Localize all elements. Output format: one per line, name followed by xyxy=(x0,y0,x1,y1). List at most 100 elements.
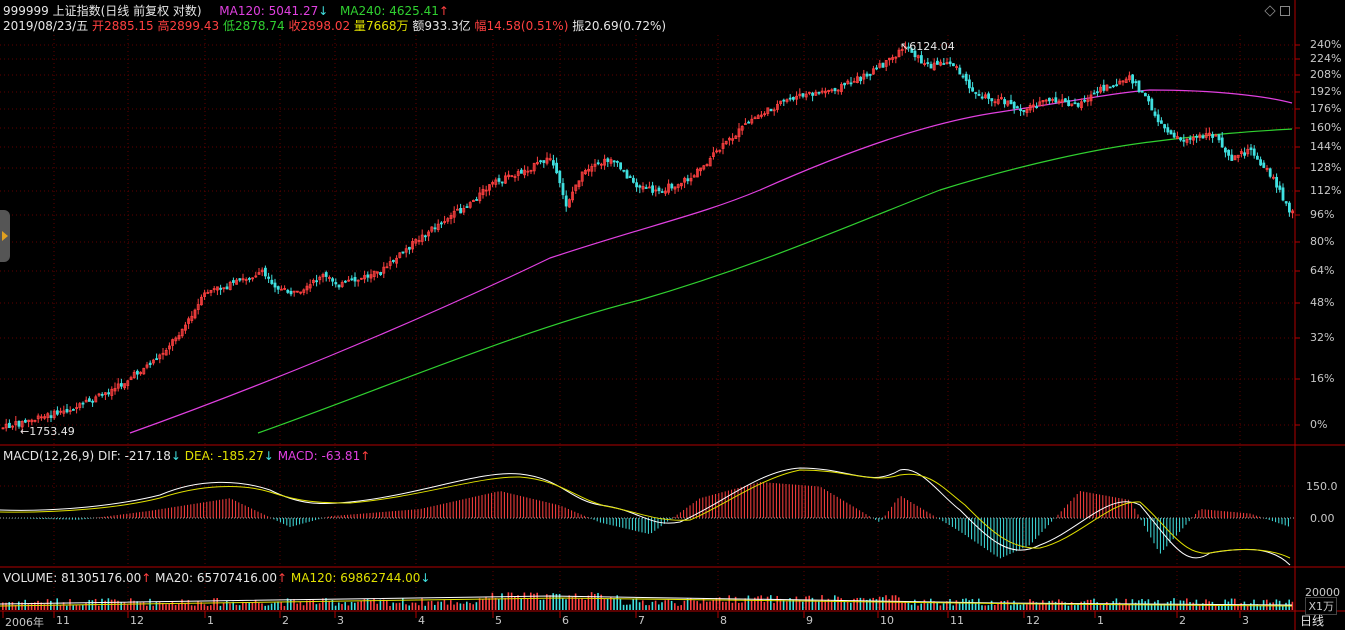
candle xyxy=(593,159,597,172)
volume-bar xyxy=(14,605,17,610)
volume-bar xyxy=(411,602,414,610)
moving-average-lines xyxy=(129,89,1293,434)
candle xyxy=(916,54,920,63)
volume-bar xyxy=(334,605,337,610)
volume-bar xyxy=(782,599,785,610)
candle xyxy=(1089,90,1093,106)
restore-window-icon[interactable] xyxy=(1280,6,1290,16)
volume-bar xyxy=(526,598,529,610)
candle xyxy=(391,259,395,264)
volume-bar xyxy=(808,595,810,610)
volume-bar xyxy=(1134,602,1137,610)
volume-bar xyxy=(1029,599,1031,610)
volume-bar xyxy=(398,602,401,610)
volume-bar xyxy=(1058,599,1060,610)
candle xyxy=(1105,84,1109,92)
volume-bar xyxy=(251,602,254,610)
candle xyxy=(1182,134,1186,147)
vol-ma20-line xyxy=(0,595,1293,606)
candle xyxy=(708,156,712,167)
volume-bar xyxy=(315,604,318,610)
candle xyxy=(1208,127,1211,141)
volume-bar xyxy=(434,604,436,610)
candle xyxy=(676,183,680,192)
ma240-value: MA240: 4625.41 xyxy=(339,4,439,18)
volume-bar xyxy=(904,601,906,610)
volume-bar xyxy=(750,600,753,610)
candle xyxy=(1032,99,1035,113)
candle xyxy=(251,277,255,282)
price-tick-label: 48% xyxy=(1310,296,1335,309)
candle xyxy=(696,167,699,178)
high-label: 高 xyxy=(157,19,170,33)
candle xyxy=(120,378,123,390)
candle xyxy=(577,180,581,190)
candle xyxy=(78,401,82,411)
candle xyxy=(644,184,648,189)
macd-value: MACD: -63.81 xyxy=(277,449,361,463)
volume-bar xyxy=(1019,604,1022,610)
candle xyxy=(737,123,741,142)
candle xyxy=(1160,117,1163,124)
candle xyxy=(520,168,523,174)
candle xyxy=(1128,71,1131,83)
candle xyxy=(350,275,354,282)
volume-bar xyxy=(165,604,167,610)
volume-bar xyxy=(798,599,801,610)
volume-indicator-value: VOLUME: 81305176.00 xyxy=(3,571,142,585)
volume-bar xyxy=(1112,601,1114,610)
candle xyxy=(267,272,271,284)
expand-sidebar-handle[interactable] xyxy=(0,210,10,262)
volume-bar xyxy=(648,605,650,610)
candle xyxy=(1198,132,1202,142)
volume-bar xyxy=(478,598,481,610)
candle xyxy=(494,177,498,188)
volume-bar xyxy=(133,600,135,610)
price-tick-label: 112% xyxy=(1310,184,1342,197)
volume-bar xyxy=(98,605,100,610)
price-tick-label: 160% xyxy=(1310,121,1342,134)
volume-bar xyxy=(1038,603,1041,610)
candle xyxy=(1140,90,1144,93)
volume-bar xyxy=(203,604,206,610)
volume-bar xyxy=(43,604,46,610)
candle xyxy=(107,388,110,397)
volume-bar xyxy=(859,597,862,610)
candle xyxy=(7,419,11,429)
volume-bar xyxy=(1102,604,1105,610)
candle xyxy=(187,316,191,329)
macd-header: MACD(12,26,9) DIF: -217.18↓ DEA: -185.27… xyxy=(3,449,370,463)
low-value: 2878.74 xyxy=(235,19,285,33)
time-axis-label: 1 xyxy=(1097,614,1104,627)
candle xyxy=(417,235,421,245)
volume-bar xyxy=(1259,605,1262,610)
volume-bar xyxy=(818,600,820,610)
candle xyxy=(632,175,635,184)
price-tick-label: 32% xyxy=(1310,331,1335,344)
volume-bar xyxy=(472,604,474,610)
volume-bar xyxy=(1074,605,1076,610)
candle xyxy=(539,159,542,165)
candle xyxy=(321,272,325,283)
volume-bar xyxy=(757,596,759,610)
volume-bar xyxy=(30,602,33,610)
dea-arrow-icon: ↓ xyxy=(263,449,274,463)
candle xyxy=(667,179,670,195)
volume-bar xyxy=(216,598,218,610)
price-tick-label: 0% xyxy=(1310,418,1328,431)
volume-bar xyxy=(213,598,215,610)
candle xyxy=(923,59,926,67)
volume-bar xyxy=(584,599,586,610)
volume-bar xyxy=(1256,604,1258,610)
volume-bar xyxy=(194,605,196,610)
volume-bar xyxy=(984,605,986,610)
volume-bar xyxy=(1003,601,1006,610)
volume-bar xyxy=(1192,602,1194,610)
candle xyxy=(190,311,194,324)
candle xyxy=(423,234,427,242)
volume-bar xyxy=(958,602,961,610)
volume-bar xyxy=(926,603,929,610)
period-tab[interactable]: 日线 xyxy=(1300,614,1325,628)
